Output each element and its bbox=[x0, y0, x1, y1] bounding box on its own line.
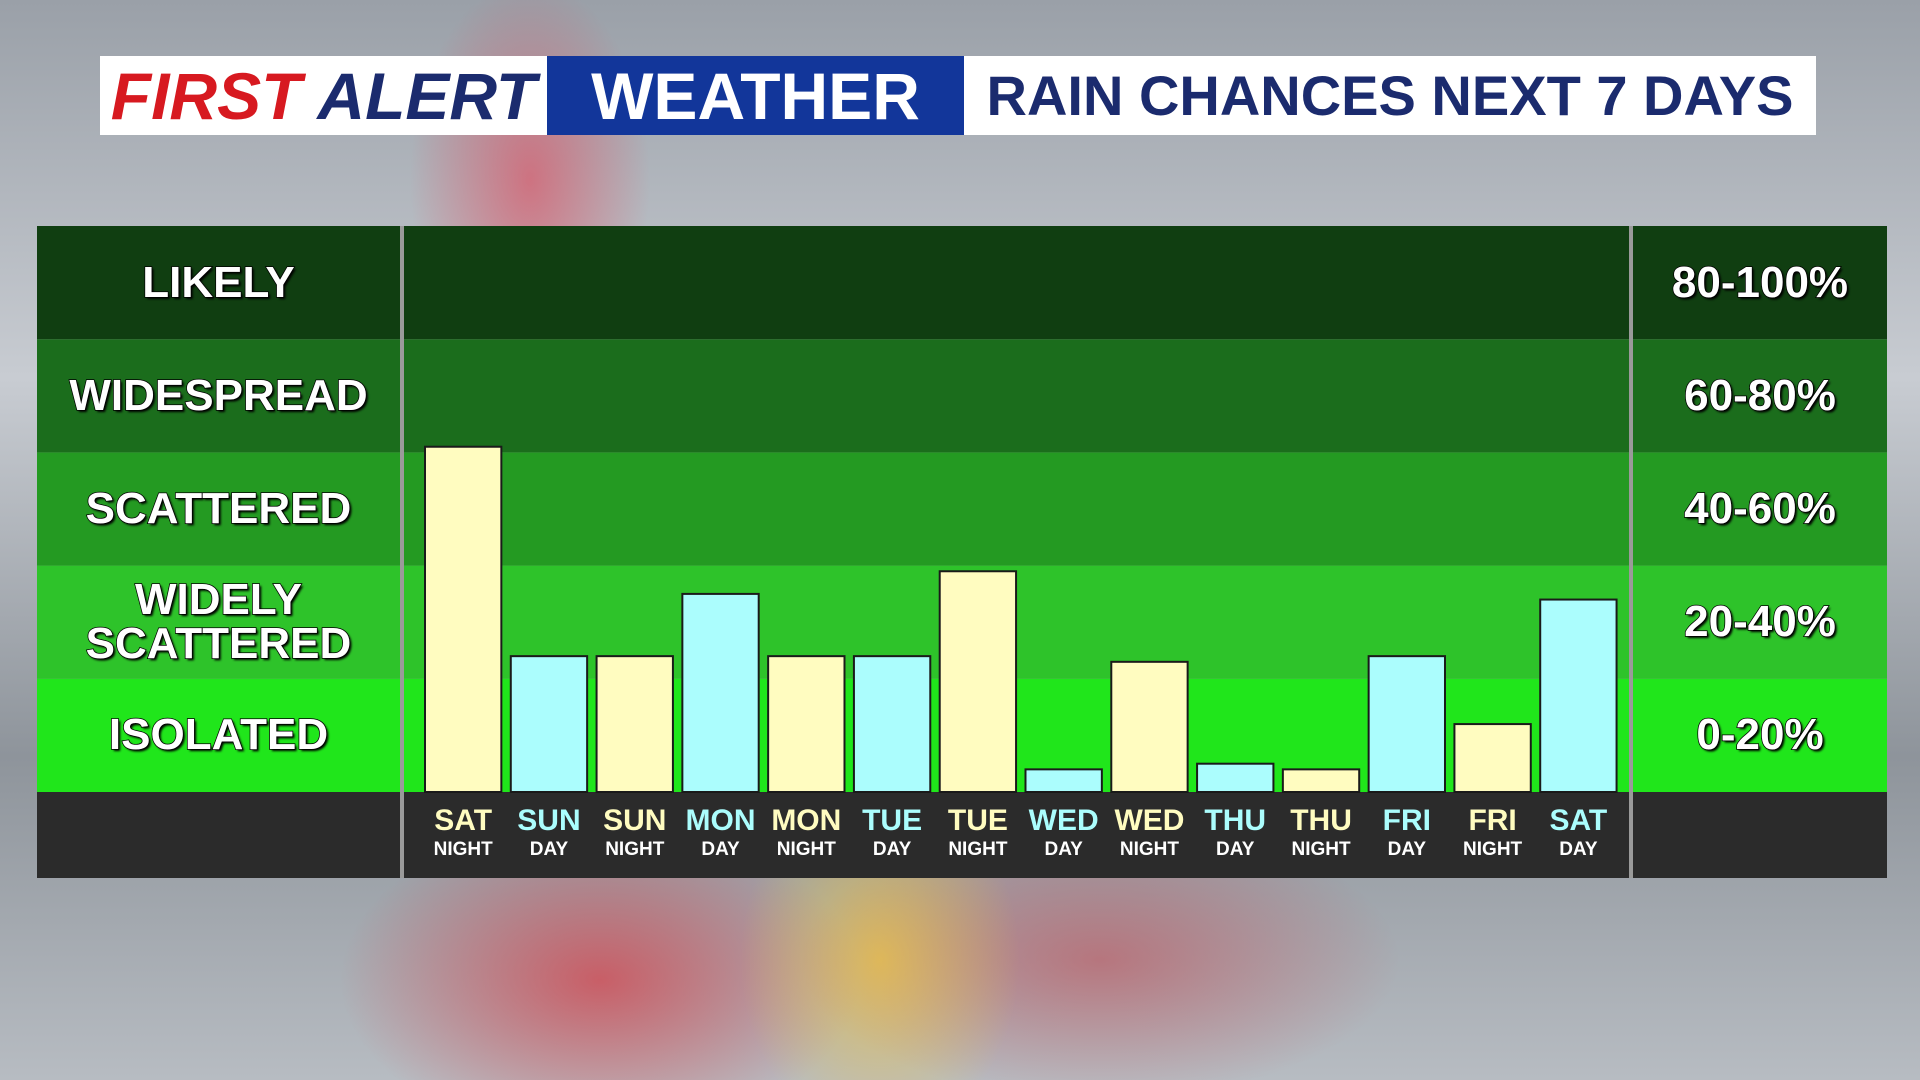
x-tick-sublabel: DAY bbox=[1044, 839, 1083, 860]
x-tick-label: MON bbox=[686, 804, 756, 837]
footer bbox=[37, 792, 1887, 878]
bar bbox=[767, 655, 846, 793]
x-tick-sublabel: NIGHT bbox=[777, 839, 837, 860]
x-tick-sublabel: DAY bbox=[873, 839, 912, 860]
x-tick-label: WED bbox=[1114, 804, 1184, 837]
divider bbox=[1629, 226, 1633, 878]
bar bbox=[681, 592, 760, 794]
x-tick-sublabel: NIGHT bbox=[434, 839, 494, 860]
x-tick-label: FRI bbox=[1383, 804, 1431, 837]
bar bbox=[938, 570, 1018, 794]
x-tick-sublabel: NIGHT bbox=[1463, 839, 1523, 860]
bar bbox=[1539, 598, 1618, 793]
bar bbox=[509, 655, 589, 793]
bar bbox=[1024, 768, 1103, 793]
x-tick-label: SUN bbox=[603, 804, 666, 837]
brand-second: ALERT bbox=[317, 58, 537, 133]
bar bbox=[1281, 768, 1361, 793]
x-tick-sublabel: NIGHT bbox=[605, 839, 665, 860]
band-range: 60-80% bbox=[1683, 370, 1836, 420]
band-label: LIKELY bbox=[142, 257, 296, 307]
x-tick-sublabel: DAY bbox=[1216, 839, 1255, 860]
x-tick-label: FRI bbox=[1468, 804, 1516, 837]
x-tick-sublabel: DAY bbox=[1388, 839, 1427, 860]
band-label: WIDELY SCATTERED bbox=[85, 575, 352, 669]
bar bbox=[424, 445, 503, 793]
band bbox=[37, 339, 1887, 453]
x-tick-sublabel: NIGHT bbox=[1120, 839, 1180, 860]
divider bbox=[400, 226, 404, 878]
bar bbox=[1367, 655, 1446, 793]
band-label: SCATTERED bbox=[85, 483, 352, 533]
x-tick-sublabel: NIGHT bbox=[948, 839, 1008, 860]
x-tick-sublabel: DAY bbox=[701, 839, 740, 860]
x-tick-label: SAT bbox=[434, 804, 492, 837]
title-box: RAIN CHANCES NEXT 7 DAYS bbox=[964, 56, 1816, 135]
x-tick-sublabel: NIGHT bbox=[1291, 839, 1351, 860]
band-label: WIDESPREAD bbox=[69, 370, 369, 420]
band-label: ISOLATED bbox=[108, 710, 329, 760]
bar bbox=[595, 655, 674, 793]
brand-third: WEATHER bbox=[591, 58, 920, 133]
bar bbox=[1196, 762, 1275, 794]
bar bbox=[1110, 660, 1189, 793]
band-range: 20-40% bbox=[1683, 597, 1836, 647]
x-tick-label: SUN bbox=[517, 804, 580, 837]
brand-first: FIRST bbox=[110, 58, 302, 133]
x-tick-label: WED bbox=[1029, 804, 1099, 837]
brand-box: FIRST ALERT bbox=[100, 56, 547, 135]
band bbox=[37, 452, 1887, 566]
bar bbox=[852, 655, 932, 793]
brand-weather: WEATHER bbox=[547, 56, 964, 135]
x-tick-label: THU bbox=[1290, 804, 1352, 837]
chart-title: RAIN CHANCES NEXT 7 DAYS bbox=[986, 64, 1794, 127]
x-tick-sublabel: DAY bbox=[1559, 839, 1598, 860]
band bbox=[37, 226, 1887, 340]
x-tick-label: TUE bbox=[948, 804, 1008, 837]
band-range: 40-60% bbox=[1683, 483, 1836, 533]
x-tick-label: THU bbox=[1204, 804, 1266, 837]
band-range: 80-100% bbox=[1671, 257, 1849, 307]
x-tick-label: MON bbox=[771, 804, 841, 837]
band-range: 0-20% bbox=[1696, 710, 1825, 760]
bar bbox=[1453, 723, 1532, 794]
x-tick-label: SAT bbox=[1549, 804, 1607, 837]
x-tick-sublabel: DAY bbox=[530, 839, 569, 860]
x-tick-label: TUE bbox=[862, 804, 922, 837]
